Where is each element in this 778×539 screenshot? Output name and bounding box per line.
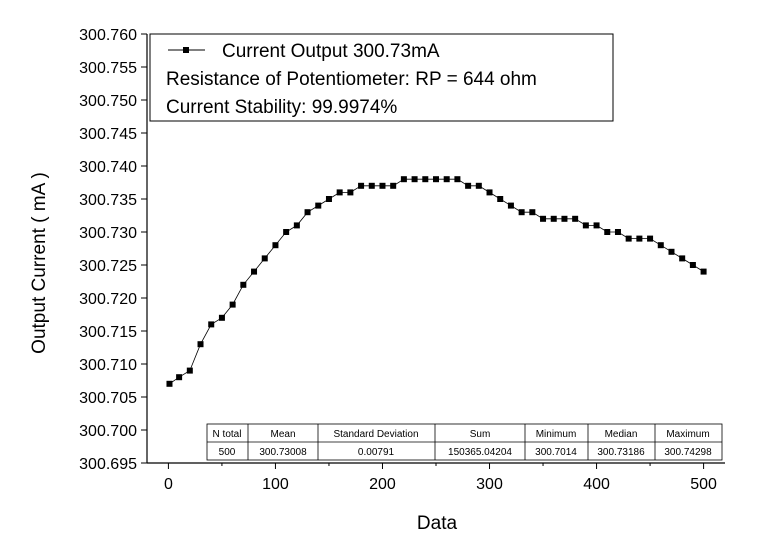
data-point [604,229,611,235]
stats-value-cell: 0.00791 [358,447,395,458]
data-point [176,374,183,381]
data-point [433,176,439,183]
y-tick-label: 300.760 [79,27,137,44]
data-point [486,189,493,196]
stats-value-cell: 300.73008 [259,447,307,458]
data-point [325,196,332,202]
y-tick-label: 300.755 [79,60,137,77]
legend-box [149,33,614,122]
stats-value-cell: 150365.04204 [448,447,512,458]
data-point [497,196,504,202]
y-tick-label: 300.705 [79,390,137,407]
data-point [572,215,579,222]
data-point [283,229,290,235]
data-point [582,222,589,229]
stats-value-cell: 300.74298 [664,447,712,458]
data-point [475,182,482,189]
stats-header-cell: Sum [470,429,491,440]
data-point [368,182,375,189]
x-tick-label: 300 [476,476,503,493]
x-tick-label: 200 [369,476,396,493]
series-layer [166,176,707,387]
legend-note-stability: Current Stability: 99.9974% [166,97,397,118]
data-point [625,235,632,242]
data-point [614,229,621,235]
x-tick-label: 0 [164,476,173,493]
data-point [218,314,225,321]
data-point [657,242,664,249]
stats-header-cell: Mean [270,429,295,440]
data-point [518,209,525,216]
data-point [443,176,450,183]
data-point [561,215,568,222]
y-tick-label: 300.720 [79,291,137,308]
y-tick-label: 300.735 [79,192,137,209]
stats-header-cell: N total [213,429,242,440]
data-point [679,255,686,262]
axes [141,33,725,469]
x-tick-label: 500 [690,476,717,493]
tick-labels: 0 100 200 300 400 500 300.695 300.700 300.705 300… [79,27,717,493]
y-tick-label: 300.695 [79,456,137,473]
y-tick-label: 300.725 [79,258,137,275]
legend-marker [183,47,189,53]
stats-table: N total Mean Standard Deviation Sum Mini… [206,423,723,461]
stats-header-cell: Median [605,429,638,440]
data-point [700,268,707,275]
data-point [304,209,311,216]
data-point [272,242,279,249]
data-point [208,321,215,328]
data-point [411,176,418,183]
data-point [593,222,600,229]
data-point [647,235,654,242]
y-tick-label: 300.710 [79,357,137,374]
y-tick-label: 300.745 [79,126,137,143]
y-tick-label: 300.750 [79,93,137,110]
y-tick-label: 300.730 [79,225,137,242]
data-point [636,235,643,242]
data-point [358,182,365,189]
stats-header-cell: Standard Deviation [333,429,418,440]
x-tick-label: 100 [262,476,289,493]
y-tick-label: 300.715 [79,324,137,341]
legend-note-resistance: Resistance of Potentiometer: RP = 644 oh… [166,69,537,90]
stats-header-cell: Maximum [666,429,709,440]
data-point [400,176,407,183]
data-point [390,182,397,189]
data-point [197,341,204,348]
data-point [240,281,247,288]
data-point [293,222,300,229]
data-point [379,182,386,189]
data-point [529,209,536,216]
stats-value-cell: 300.73186 [597,447,645,458]
data-point [315,202,322,209]
y-axis-title: Output Current ( mA ) [29,172,50,354]
data-point [261,255,268,262]
data-point [465,182,472,189]
data-point [186,367,193,374]
data-point [540,215,547,222]
x-tick-label: 400 [583,476,610,493]
data-point [689,262,696,268]
data-point [550,215,557,222]
y-tick-label: 300.700 [79,423,137,440]
y-tick-label: 300.740 [79,159,137,176]
data-point [251,268,258,275]
stats-value-cell: 300.7014 [535,447,577,458]
x-axis-title: Data [417,513,458,534]
data-point [454,176,461,183]
data-point [422,176,429,183]
stats-value-cell: 500 [219,447,236,458]
data-point [229,301,236,308]
data-point [166,380,173,387]
data-point [507,202,514,209]
legend-entry-series: Current Output 300.73mA [222,41,440,62]
stats-header-cell: Minimum [536,429,577,440]
data-point [668,248,675,255]
legend: Current Output 300.73mA Resistance of Po… [149,33,614,122]
data-point [347,189,354,196]
data-point [336,189,343,196]
